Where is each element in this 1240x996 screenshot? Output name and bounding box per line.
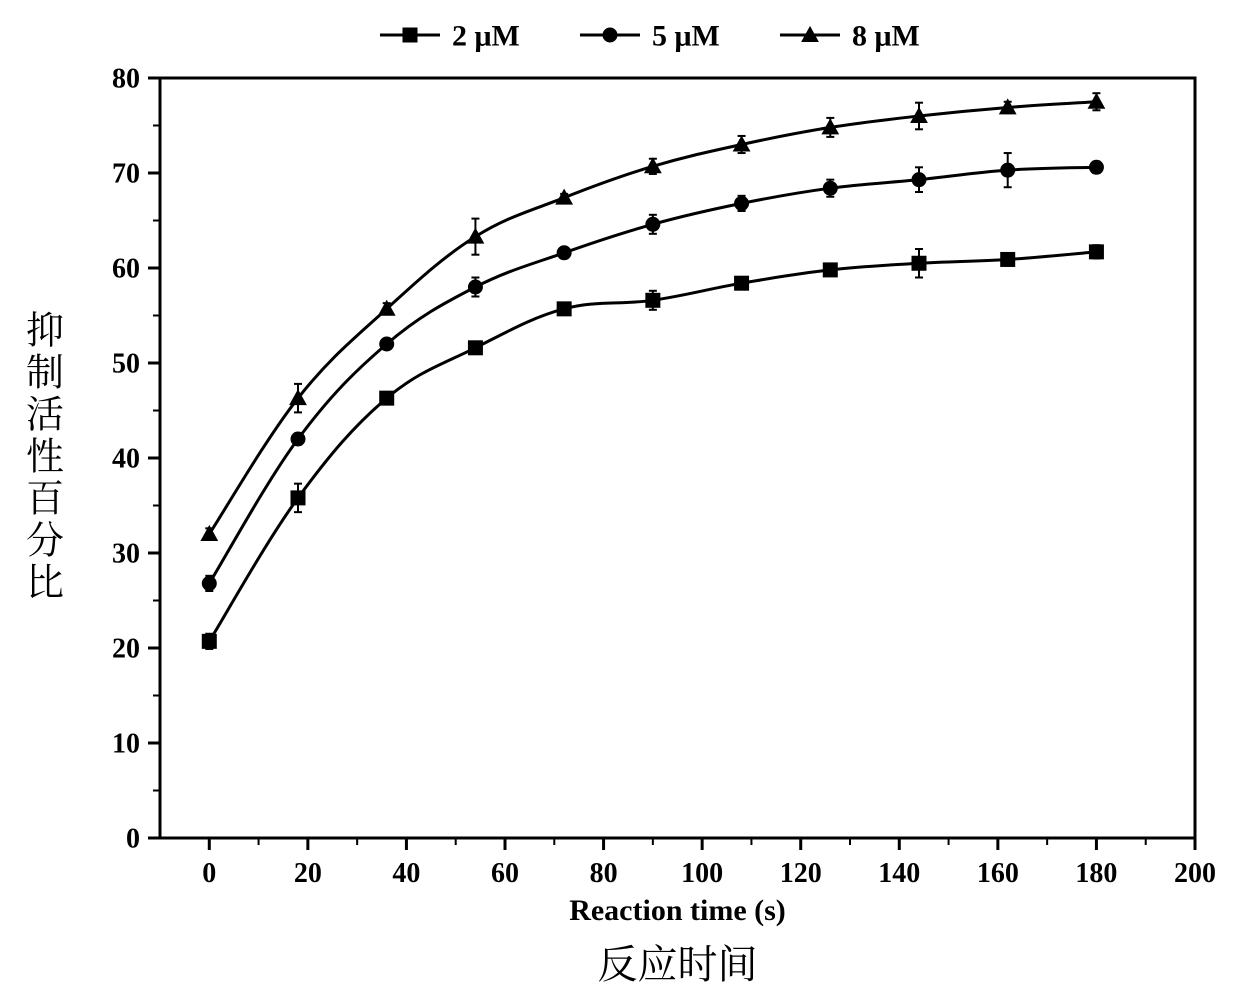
x-tick-label: 140	[878, 858, 920, 889]
y-tick-label: 30	[112, 538, 140, 569]
y-tick-label: 10	[112, 728, 140, 759]
y-tick-label: 40	[112, 443, 140, 474]
legend-label: 8 μM	[852, 20, 920, 53]
y-tick-label: 70	[112, 158, 140, 189]
legend-label: 2 μM	[452, 20, 520, 53]
x-tick-label: 80	[590, 858, 618, 889]
x-tick-label: 40	[392, 858, 420, 889]
x-tick-label: 160	[977, 858, 1019, 889]
x-axis-secondary-label: 反应时间	[598, 933, 758, 990]
x-tick-label: 100	[681, 858, 723, 889]
y-tick-label: 60	[112, 253, 140, 284]
svg-text:比: 比	[26, 551, 64, 606]
y-tick-label: 50	[112, 348, 140, 379]
x-tick-label: 180	[1075, 858, 1117, 889]
y-tick-label: 0	[126, 823, 140, 854]
x-tick-label: 0	[202, 858, 216, 889]
y-tick-label: 80	[112, 63, 140, 94]
y-tick-label: 20	[112, 633, 140, 664]
x-tick-label: 20	[294, 858, 322, 889]
x-tick-label: 120	[780, 858, 822, 889]
legend-label: 5 μM	[652, 20, 720, 53]
x-axis-label: Reaction time (s)	[569, 894, 786, 927]
chart-svg: 0 20 40 60 80 100 120 140 160 180 200 0 10 20 30 40 50 60…	[0, 0, 1240, 996]
x-tick-label: 200	[1174, 858, 1216, 889]
x-tick-label: 60	[491, 858, 519, 889]
y-axis-label: 抑制活性百分比	[26, 299, 64, 606]
